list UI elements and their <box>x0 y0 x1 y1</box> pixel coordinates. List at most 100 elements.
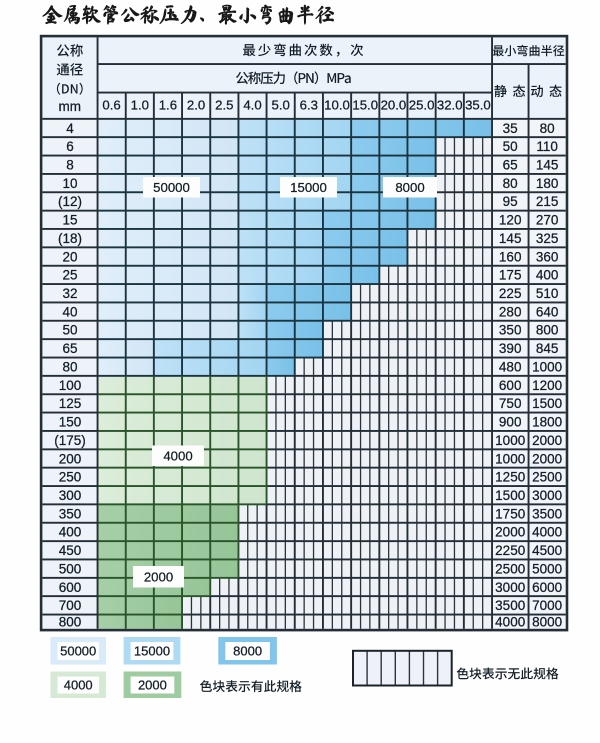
svg-text:(18): (18) <box>58 231 82 246</box>
svg-text:4500: 4500 <box>532 543 562 558</box>
svg-text:32: 32 <box>62 286 77 301</box>
svg-text:800: 800 <box>59 615 82 630</box>
svg-text:280: 280 <box>499 304 522 319</box>
svg-text:450: 450 <box>59 543 82 558</box>
svg-text:2.5: 2.5 <box>215 97 233 112</box>
svg-text:1800: 1800 <box>532 415 562 430</box>
svg-text:50: 50 <box>62 323 77 338</box>
svg-text:900: 900 <box>499 415 522 430</box>
svg-text:2000: 2000 <box>532 451 562 466</box>
svg-text:640: 640 <box>536 304 559 319</box>
svg-text:3500: 3500 <box>495 598 525 613</box>
svg-text:175: 175 <box>499 268 522 283</box>
svg-text:15.0: 15.0 <box>352 97 378 112</box>
svg-text:1.6: 1.6 <box>159 97 177 112</box>
svg-text:50: 50 <box>503 139 518 154</box>
svg-text:750: 750 <box>499 396 522 411</box>
svg-text:20: 20 <box>62 249 77 264</box>
svg-text:5.0: 5.0 <box>272 97 290 112</box>
svg-text:10: 10 <box>62 176 77 191</box>
svg-text:15000: 15000 <box>134 644 170 659</box>
svg-text:510: 510 <box>536 286 559 301</box>
svg-text:110: 110 <box>536 139 558 154</box>
svg-text:6000: 6000 <box>532 580 562 595</box>
svg-text:215: 215 <box>536 194 559 209</box>
svg-text:1500: 1500 <box>495 488 525 503</box>
svg-text:100: 100 <box>59 378 82 393</box>
svg-text:150: 150 <box>59 415 82 430</box>
svg-text:2000: 2000 <box>144 570 173 585</box>
svg-text:15: 15 <box>62 213 77 228</box>
svg-text:2.0: 2.0 <box>187 97 205 112</box>
svg-text:6.3: 6.3 <box>300 97 318 112</box>
svg-text:3000: 3000 <box>495 580 525 595</box>
svg-text:2000: 2000 <box>495 525 525 540</box>
svg-text:8000: 8000 <box>233 644 262 659</box>
svg-text:35.0: 35.0 <box>465 97 491 112</box>
svg-text:350: 350 <box>59 506 82 521</box>
svg-text:480: 480 <box>499 360 522 375</box>
svg-text:4000: 4000 <box>532 525 562 540</box>
svg-text:800: 800 <box>536 323 559 338</box>
svg-text:50000: 50000 <box>153 180 190 195</box>
svg-text:4000: 4000 <box>495 615 525 630</box>
svg-text:25.0: 25.0 <box>409 97 435 112</box>
svg-text:4000: 4000 <box>64 678 93 693</box>
svg-text:(12): (12) <box>58 194 82 209</box>
svg-text:145: 145 <box>499 231 522 246</box>
svg-text:(175): (175) <box>54 433 86 448</box>
svg-text:300: 300 <box>59 488 82 503</box>
svg-text:25: 25 <box>62 268 77 283</box>
svg-text:3500: 3500 <box>532 506 562 521</box>
svg-text:40: 40 <box>62 304 77 319</box>
svg-text:4.0: 4.0 <box>243 97 261 112</box>
svg-text:1000: 1000 <box>495 451 525 466</box>
svg-text:8000: 8000 <box>395 180 424 195</box>
svg-text:80: 80 <box>503 176 518 191</box>
svg-text:270: 270 <box>536 213 559 228</box>
svg-text:80: 80 <box>62 360 77 375</box>
svg-text:4000: 4000 <box>163 448 192 463</box>
svg-text:700: 700 <box>59 598 82 613</box>
svg-text:1250: 1250 <box>495 470 525 485</box>
svg-text:120: 120 <box>499 213 522 228</box>
svg-text:20.0: 20.0 <box>381 97 407 112</box>
svg-text:3000: 3000 <box>532 488 562 503</box>
svg-text:1500: 1500 <box>532 396 562 411</box>
svg-text:1.0: 1.0 <box>131 97 149 112</box>
svg-text:10.0: 10.0 <box>324 97 350 112</box>
svg-text:350: 350 <box>499 323 522 338</box>
svg-text:250: 250 <box>59 470 82 485</box>
svg-text:0.6: 0.6 <box>102 97 120 112</box>
svg-text:8: 8 <box>66 158 74 173</box>
svg-text:225: 225 <box>499 286 522 301</box>
svg-text:1750: 1750 <box>495 506 525 521</box>
svg-text:8000: 8000 <box>532 615 562 630</box>
svg-text:mm: mm <box>59 99 82 114</box>
svg-text:325: 325 <box>536 231 559 246</box>
svg-text:1000: 1000 <box>532 360 562 375</box>
svg-text:180: 180 <box>536 176 559 191</box>
svg-text:2250: 2250 <box>495 543 525 558</box>
svg-text:390: 390 <box>499 341 522 356</box>
svg-text:2500: 2500 <box>495 561 525 576</box>
svg-text:600: 600 <box>499 378 522 393</box>
svg-text:2000: 2000 <box>532 433 562 448</box>
svg-text:50000: 50000 <box>60 644 96 659</box>
svg-text:360: 360 <box>536 249 559 264</box>
svg-text:400: 400 <box>536 268 559 283</box>
svg-text:65: 65 <box>62 341 77 356</box>
svg-text:6: 6 <box>66 139 74 154</box>
svg-text:80: 80 <box>540 121 555 136</box>
svg-text:500: 500 <box>59 561 82 576</box>
svg-text:32.0: 32.0 <box>437 97 463 112</box>
svg-text:1000: 1000 <box>495 433 525 448</box>
svg-text:7000: 7000 <box>532 598 562 613</box>
svg-text:65: 65 <box>503 158 518 173</box>
svg-text:145: 145 <box>536 158 559 173</box>
svg-text:2500: 2500 <box>532 470 562 485</box>
svg-text:125: 125 <box>59 396 82 411</box>
svg-text:4: 4 <box>66 121 74 136</box>
svg-text:5000: 5000 <box>532 561 562 576</box>
svg-text:2000: 2000 <box>138 678 167 693</box>
